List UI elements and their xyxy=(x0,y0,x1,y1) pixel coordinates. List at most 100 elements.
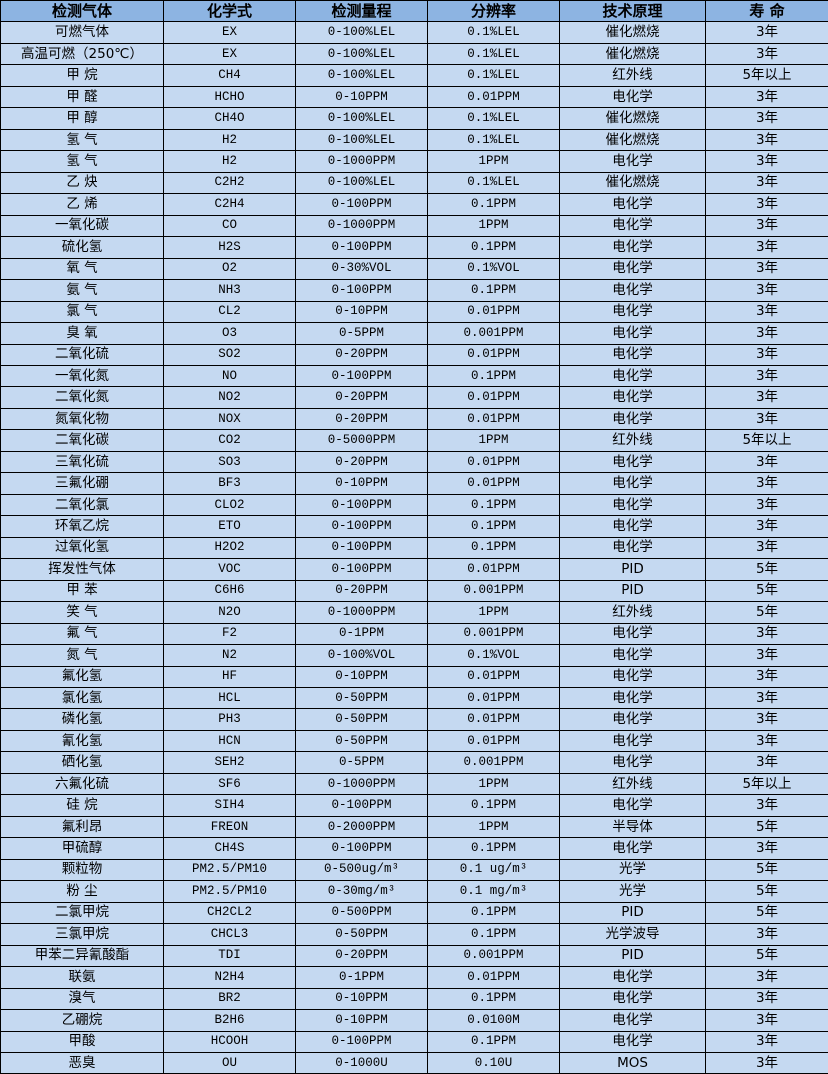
resolution-cell: 0.1PPM xyxy=(427,493,560,517)
range-cell: 0-100%LEL xyxy=(295,42,428,66)
gas-cell: 甲 醇 xyxy=(0,107,164,130)
resolution-cell: 0.1PPM xyxy=(427,515,560,538)
lifespan-cell: 3年 xyxy=(705,1030,828,1053)
resolution-cell: 0.01PPM xyxy=(427,472,560,495)
table-row: 甲 醛 HCHO 0-10PPM 0.01PPM 电化学 3年 xyxy=(0,85,828,109)
range-cell: 0-20PPM xyxy=(295,944,428,968)
table-row: 挥发性气体 VOC 0-100PPM 0.01PPM PID 5年 xyxy=(0,558,828,581)
formula-cell: CLO2 xyxy=(163,493,296,517)
gas-cell: 乙 炔 xyxy=(0,171,164,195)
principle-cell: 电化学 xyxy=(559,515,706,538)
formula-cell: PH3 xyxy=(163,708,296,731)
gas-cell: 一氧化氮 xyxy=(0,364,164,388)
header-formula: 化学式 xyxy=(163,0,296,23)
lifespan-cell: 3年 xyxy=(705,686,828,710)
resolution-cell: 0.001PPM xyxy=(427,622,560,646)
resolution-cell: 0.001PPM xyxy=(427,322,560,345)
table-row: 甲酸 HCOOH 0-100PPM 0.1PPM 电化学 3年 xyxy=(0,1030,828,1053)
gas-cell: 氨 气 xyxy=(0,279,164,302)
table-row: 颗粒物 PM2.5/PM10 0-500ug/m³ 0.1 ug/m³ 光学 5年 xyxy=(0,858,828,882)
table-row: 过氧化氢 H2O2 0-100PPM 0.1PPM 电化学 3年 xyxy=(0,536,828,560)
lifespan-cell: 3年 xyxy=(705,128,828,152)
range-cell: 0-5PPM xyxy=(295,751,428,774)
principle-cell: 光学 xyxy=(559,858,706,882)
gas-cell: 硫化氢 xyxy=(0,236,164,259)
gas-cell: 磷化氢 xyxy=(0,708,164,731)
resolution-cell: 0.1PPM xyxy=(427,987,560,1011)
lifespan-cell: 3年 xyxy=(705,1051,828,1074)
table-row: 氢 气 H2 0-1000PPM 1PPM 电化学 3年 xyxy=(0,150,828,173)
lifespan-cell: 3年 xyxy=(705,751,828,774)
table-row: 甲 苯 C6H6 0-20PPM 0.001PPM PID 5年 xyxy=(0,579,828,603)
formula-cell: C2H2 xyxy=(163,171,296,195)
table-row: 联氨 N2H4 0-1PPM 0.01PPM 电化学 3年 xyxy=(0,966,828,989)
lifespan-cell: 5年 xyxy=(705,858,828,882)
lifespan-cell: 3年 xyxy=(705,279,828,302)
lifespan-cell: 3年 xyxy=(705,85,828,109)
range-cell: 0-1000U xyxy=(295,1051,428,1074)
table-row: 氟利昂 FREON 0-2000PPM 1PPM 半导体 5年 xyxy=(0,815,828,839)
formula-cell: CL2 xyxy=(163,300,296,324)
lifespan-cell: 3年 xyxy=(705,644,828,667)
principle-cell: 电化学 xyxy=(559,85,706,109)
principle-cell: 电化学 xyxy=(559,386,706,409)
table-row: 粉 尘 PM2.5/PM10 0-30mg/m³ 0.1 mg/m³ 光学 5年 xyxy=(0,880,828,903)
lifespan-cell: 5年以上 xyxy=(705,64,828,87)
resolution-cell: 0.01PPM xyxy=(427,85,560,109)
resolution-cell: 0.1 mg/m³ xyxy=(427,880,560,903)
table-row: 二氧化氯 CLO2 0-100PPM 0.1PPM 电化学 3年 xyxy=(0,493,828,517)
range-cell: 0-20PPM xyxy=(295,579,428,603)
resolution-cell: 0.001PPM xyxy=(427,751,560,774)
principle-cell: PID xyxy=(559,579,706,603)
principle-cell: 电化学 xyxy=(559,665,706,689)
gas-cell: 乙 烯 xyxy=(0,193,164,216)
lifespan-cell: 3年 xyxy=(705,536,828,560)
lifespan-cell: 5年 xyxy=(705,880,828,903)
lifespan-cell: 3年 xyxy=(705,923,828,946)
formula-cell: H2O2 xyxy=(163,536,296,560)
table-row: 氟化氢 HF 0-10PPM 0.01PPM 电化学 3年 xyxy=(0,665,828,689)
lifespan-cell: 5年 xyxy=(705,944,828,968)
principle-cell: MOS xyxy=(559,1051,706,1074)
principle-cell: 电化学 xyxy=(559,966,706,989)
formula-cell: NH3 xyxy=(163,279,296,302)
range-cell: 0-100%LEL xyxy=(295,128,428,152)
table-row: 氮氧化物 NOX 0-20PPM 0.01PPM 电化学 3年 xyxy=(0,407,828,431)
gas-cell: 氟化氢 xyxy=(0,665,164,689)
formula-cell: C6H6 xyxy=(163,579,296,603)
range-cell: 0-10PPM xyxy=(295,300,428,324)
range-cell: 0-5PPM xyxy=(295,322,428,345)
formula-cell: HF xyxy=(163,665,296,689)
formula-cell: CHCL3 xyxy=(163,923,296,946)
range-cell: 0-1PPM xyxy=(295,622,428,646)
gas-cell: 硒化氢 xyxy=(0,751,164,774)
gas-cell: 颗粒物 xyxy=(0,858,164,882)
header-resolution: 分辨率 xyxy=(427,0,560,23)
gas-cell: 高温可燃（250℃） xyxy=(0,42,164,66)
resolution-cell: 0.1%LEL xyxy=(427,64,560,87)
range-cell: 0-100%LEL xyxy=(295,107,428,130)
lifespan-cell: 3年 xyxy=(705,472,828,495)
principle-cell: 光学 xyxy=(559,880,706,903)
range-cell: 0-1000PPM xyxy=(295,214,428,238)
lifespan-cell: 3年 xyxy=(705,171,828,195)
resolution-cell: 0.1PPM xyxy=(427,837,560,860)
resolution-cell: 0.1%LEL xyxy=(427,107,560,130)
table-row: 六氟化硫 SF6 0-1000PPM 1PPM 红外线 5年以上 xyxy=(0,772,828,796)
formula-cell: BR2 xyxy=(163,987,296,1011)
table-row: 笑 气 N2O 0-1000PPM 1PPM 红外线 5年 xyxy=(0,601,828,624)
table-row: 臭 氧 O3 0-5PPM 0.001PPM 电化学 3年 xyxy=(0,322,828,345)
resolution-cell: 1PPM xyxy=(427,601,560,624)
gas-cell: 环氧乙烷 xyxy=(0,515,164,538)
resolution-cell: 1PPM xyxy=(427,150,560,173)
gas-cell: 氧 气 xyxy=(0,257,164,281)
range-cell: 0-100%LEL xyxy=(295,171,428,195)
range-cell: 0-20PPM xyxy=(295,407,428,431)
principle-cell: 电化学 xyxy=(559,837,706,860)
gas-cell: 氯化氢 xyxy=(0,686,164,710)
formula-cell: HCHO xyxy=(163,85,296,109)
header-range: 检测量程 xyxy=(295,0,428,23)
gas-cell: 二氧化碳 xyxy=(0,429,164,452)
formula-cell: ETO xyxy=(163,515,296,538)
formula-cell: CH4S xyxy=(163,837,296,860)
